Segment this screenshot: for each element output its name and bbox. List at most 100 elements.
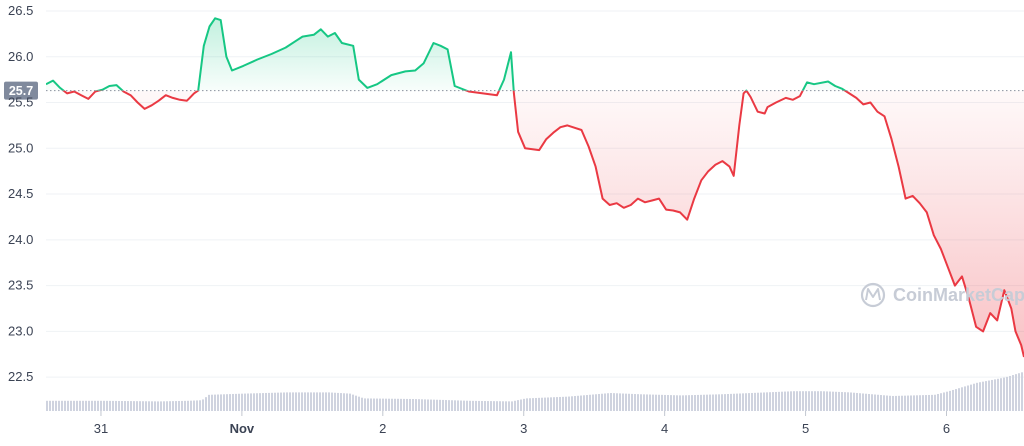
volume-bar xyxy=(484,401,486,411)
volume-bar xyxy=(937,393,939,411)
volume-bar xyxy=(598,393,600,411)
volume-bar xyxy=(355,395,357,411)
volume-bar xyxy=(766,392,768,411)
volume-bar xyxy=(211,394,213,411)
volume-bar xyxy=(928,394,930,411)
volume-bar xyxy=(436,399,438,411)
volume-bar xyxy=(814,391,816,411)
volume-bar xyxy=(925,395,927,411)
volume-bar xyxy=(673,395,675,411)
volume-bar xyxy=(241,393,243,411)
volume-bar xyxy=(61,400,63,411)
volume-bar xyxy=(646,394,648,411)
volume-bar xyxy=(604,393,606,411)
volume-bar xyxy=(799,391,801,411)
volume-bar xyxy=(568,396,570,411)
volume-bar xyxy=(127,401,129,411)
volume-bar xyxy=(535,397,537,411)
volume-bar xyxy=(295,392,297,411)
volume-bar xyxy=(559,396,561,411)
volume-bar xyxy=(763,392,765,411)
volume-bar xyxy=(508,401,510,411)
volume-bar xyxy=(190,400,192,411)
volume-bar xyxy=(454,400,456,411)
volume-bar xyxy=(118,400,120,411)
volume-bar xyxy=(532,398,534,411)
volume-bar xyxy=(676,395,678,411)
volume-bar xyxy=(727,394,729,411)
volume-bar xyxy=(274,392,276,411)
volume-bar xyxy=(880,395,882,411)
volume-bar xyxy=(592,394,594,411)
volume-bar xyxy=(565,396,567,411)
volume-bar xyxy=(715,394,717,411)
x-tick-label: 5 xyxy=(802,421,809,436)
x-tick-label: 4 xyxy=(661,421,668,436)
volume-bar xyxy=(694,395,696,411)
volume-bar xyxy=(964,386,966,411)
y-axis: 26.5 26.0 25.5 25.0 24.5 24.0 23.5 23.0 22.5 xyxy=(8,3,33,384)
volume-bar xyxy=(1006,376,1008,411)
volume-bar xyxy=(955,389,957,411)
volume-bar xyxy=(634,394,636,411)
volume-bar xyxy=(1018,373,1020,411)
volume-bar xyxy=(160,401,162,411)
volume-bar xyxy=(262,393,264,411)
volume-bar xyxy=(364,398,366,411)
volume-bar xyxy=(520,399,522,411)
volume-bar xyxy=(682,395,684,411)
volume-bar xyxy=(166,401,168,411)
volume-bar xyxy=(754,392,756,411)
baseline: 25.7 xyxy=(4,81,1024,100)
volume-bar xyxy=(382,398,384,411)
volume-bar xyxy=(883,395,885,411)
volume-bar xyxy=(148,401,150,411)
volume-bar xyxy=(52,400,54,411)
volume-bar xyxy=(226,394,228,411)
volume-bar xyxy=(976,382,978,411)
volume-bar xyxy=(934,394,936,411)
volume-bar xyxy=(130,401,132,411)
volume-bar xyxy=(325,392,327,411)
volume-bar xyxy=(679,395,681,411)
volume-bar xyxy=(868,393,870,411)
volume-bar xyxy=(142,401,144,411)
volume-bar xyxy=(496,401,498,411)
volume-bar xyxy=(577,395,579,411)
volume-bar xyxy=(415,399,417,411)
volume-bar xyxy=(895,395,897,411)
volume-bar xyxy=(583,395,585,411)
volume-bar xyxy=(229,394,231,411)
volume-bar xyxy=(502,401,504,411)
volume-bar xyxy=(811,391,813,411)
volume-bar xyxy=(79,400,81,411)
volume-bar xyxy=(757,392,759,411)
volume-bar xyxy=(586,395,588,411)
volume-bar xyxy=(46,400,48,411)
volume-bar xyxy=(667,395,669,411)
volume-bar xyxy=(352,394,354,411)
volume-bar xyxy=(88,400,90,411)
volume-bar xyxy=(85,400,87,411)
volume-bar xyxy=(445,400,447,411)
volume-bar xyxy=(538,397,540,411)
volume-bar xyxy=(400,398,402,411)
volume-bar xyxy=(859,393,861,411)
volume-bar xyxy=(892,395,894,411)
volume-bar xyxy=(643,394,645,411)
volume-bar xyxy=(100,400,102,411)
volume-bar xyxy=(805,391,807,411)
volume-bar xyxy=(898,395,900,411)
volume-bar xyxy=(670,395,672,411)
area-below-baseline xyxy=(63,90,1024,357)
volume-bar xyxy=(562,396,564,411)
x-axis: 31 Nov 2 3 4 5 6 xyxy=(94,411,950,436)
volume-bar xyxy=(481,400,483,411)
volume-bar xyxy=(55,400,57,411)
volume-bar xyxy=(103,400,105,411)
volume-bar xyxy=(403,398,405,411)
volume-bar xyxy=(835,391,837,411)
volume-bar xyxy=(595,394,597,411)
volume-bar xyxy=(301,392,303,411)
volume-bar xyxy=(67,400,69,411)
